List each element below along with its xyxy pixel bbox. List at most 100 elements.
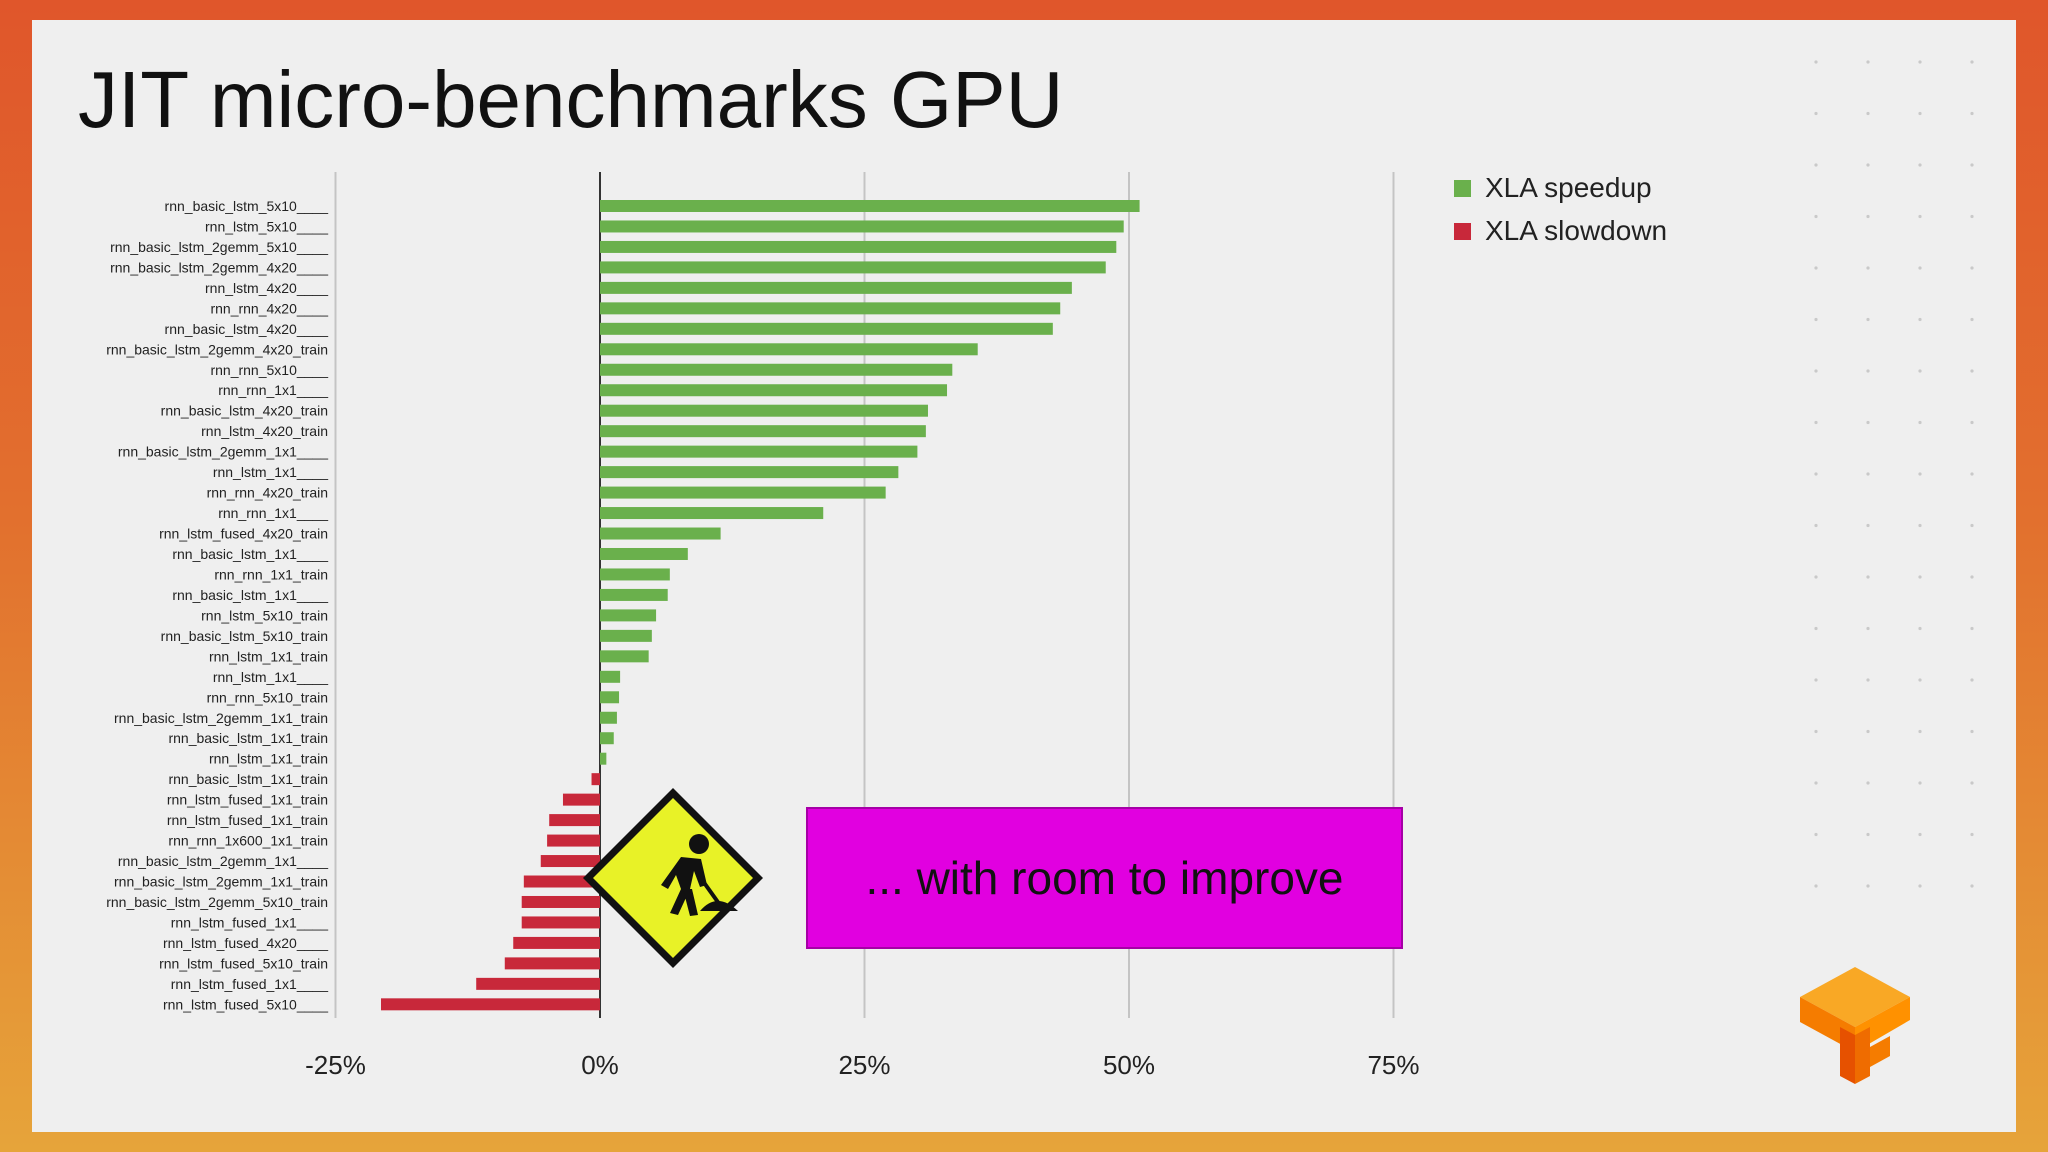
category-label: rnn_basic_lstm_5x10____: [165, 198, 329, 214]
decorative-dot: [1970, 729, 1974, 734]
legend-swatch-speedup: [1454, 179, 1471, 197]
bar-speedup: [600, 670, 621, 683]
decorative-dot: [1814, 111, 1818, 116]
decorative-dot: [1814, 420, 1818, 425]
category-label: rnn_basic_lstm_1x1_train: [168, 771, 328, 787]
bar-speedup: [600, 547, 688, 560]
bar-slowdown: [523, 875, 600, 888]
decorative-dot: [1814, 60, 1818, 64]
decorative-dot: [1918, 266, 1922, 270]
category-label: rnn_basic_lstm_2gemm_1x1____: [118, 444, 328, 460]
x-tick-label: 25%: [838, 1050, 890, 1080]
category-label: rnn_lstm_4x20____: [205, 280, 328, 296]
category-label: rnn_lstm_5x10____: [205, 218, 328, 234]
decorative-dot: [1970, 163, 1974, 167]
bar-speedup: [600, 281, 1072, 294]
bar-slowdown: [504, 957, 600, 970]
category-label: rnn_rnn_5x10_train: [207, 689, 328, 705]
bar-speedup: [600, 404, 928, 417]
decorative-dot: [1814, 884, 1818, 888]
category-label: rnn_basic_lstm_1x1____: [172, 546, 328, 562]
category-label: rnn_lstm_fused_5x10____: [163, 996, 328, 1012]
decorative-dot: [1970, 472, 1974, 476]
bar-speedup: [600, 609, 657, 622]
category-label: rnn_lstm_fused_5x10_train: [159, 955, 328, 971]
decorative-dot: [1918, 472, 1922, 476]
decorative-dot: [1814, 781, 1818, 785]
category-label: rnn_rnn_4x20_train: [207, 485, 328, 501]
decorative-dot: [1970, 575, 1974, 579]
bar-speedup: [600, 691, 620, 704]
bar-slowdown: [521, 916, 600, 929]
bar-speedup: [600, 322, 1053, 335]
decorative-dot: [1918, 884, 1922, 888]
decorative-dot: [1918, 214, 1922, 219]
decorative-dot: [1970, 832, 1974, 837]
x-tick-label: 50%: [1103, 1050, 1155, 1080]
x-tick-label: -25%: [305, 1050, 366, 1080]
x-tick-label: 75%: [1367, 1050, 1419, 1080]
decorative-dot: [1970, 266, 1974, 270]
decorative-dot: [1866, 472, 1870, 476]
decorative-dot: [1918, 420, 1922, 425]
category-label: rnn_rnn_1x600_1x1_train: [168, 833, 328, 849]
legend-label-slowdown: XLA slowdown: [1485, 215, 1668, 246]
decorative-dot: [1970, 420, 1974, 425]
category-label: rnn_basic_lstm_2gemm_4x20____: [110, 259, 328, 275]
legend-label-speedup: XLA speedup: [1485, 172, 1652, 203]
bar-slowdown: [476, 977, 600, 990]
decorative-dot: [1918, 678, 1922, 682]
decorative-dot: [1814, 832, 1818, 837]
decorative-dot: [1814, 472, 1818, 476]
decorative-dot: [1918, 60, 1922, 64]
bar-speedup: [600, 486, 886, 499]
bar-speedup: [600, 363, 953, 376]
bar-speedup: [600, 220, 1124, 233]
category-label: rnn_basic_lstm_2gemm_5x10_train: [106, 894, 328, 910]
decorative-dot: [1814, 214, 1818, 219]
bar-speedup: [600, 732, 614, 745]
category-label: rnn_rnn_1x1____: [218, 505, 328, 521]
bar-speedup: [600, 629, 652, 642]
decorative-dot: [1970, 678, 1974, 682]
construction-worker-icon: [583, 788, 763, 968]
category-label: rnn_lstm_fused_1x1____: [171, 976, 328, 992]
category-label: rnn_basic_lstm_4x20____: [165, 321, 329, 337]
category-label: rnn_basic_lstm_1x1_train: [168, 730, 328, 746]
category-label: rnn_basic_lstm_1x1____: [172, 587, 328, 603]
decorative-dot: [1970, 626, 1974, 631]
bar-slowdown: [513, 936, 600, 949]
decorative-dot: [1918, 317, 1922, 322]
decorative-dot: [1814, 266, 1818, 270]
decorative-dot: [1918, 163, 1922, 167]
category-label: rnn_basic_lstm_2gemm_4x20_train: [106, 341, 328, 357]
decorative-dot: [1866, 678, 1870, 682]
category-label: rnn_rnn_1x1_train: [214, 566, 328, 582]
decorative-dot: [1814, 163, 1818, 167]
bar-slowdown: [549, 814, 600, 827]
category-label: rnn_lstm_1x1_train: [209, 751, 328, 767]
bar-slowdown: [562, 793, 600, 806]
bar-speedup: [600, 752, 607, 765]
decorative-dot: [1866, 781, 1870, 785]
bar-speedup: [600, 445, 918, 458]
bar-speedup: [600, 240, 1117, 253]
category-label: rnn_basic_lstm_2gemm_1x1_train: [114, 710, 328, 726]
decorative-dot: [1970, 884, 1974, 888]
decorative-dot: [1814, 317, 1818, 322]
bar-speedup: [600, 384, 948, 397]
category-label: rnn_lstm_fused_1x1_train: [167, 812, 328, 828]
decorative-dot: [1918, 781, 1922, 785]
decorative-dot: [1866, 626, 1870, 631]
decorative-dot: [1918, 369, 1922, 373]
decorative-dot: [1814, 575, 1818, 579]
decorative-dot: [1814, 678, 1818, 682]
category-label: rnn_lstm_1x1____: [213, 669, 328, 685]
category-label: rnn_rnn_1x1____: [218, 382, 328, 398]
decorative-dot: [1866, 884, 1870, 888]
page-title: JIT micro-benchmarks GPU: [78, 55, 1064, 144]
decorative-dot: [1918, 729, 1922, 734]
bar-speedup: [600, 425, 926, 438]
tensorflow-logo-icon: [1800, 967, 1910, 1084]
